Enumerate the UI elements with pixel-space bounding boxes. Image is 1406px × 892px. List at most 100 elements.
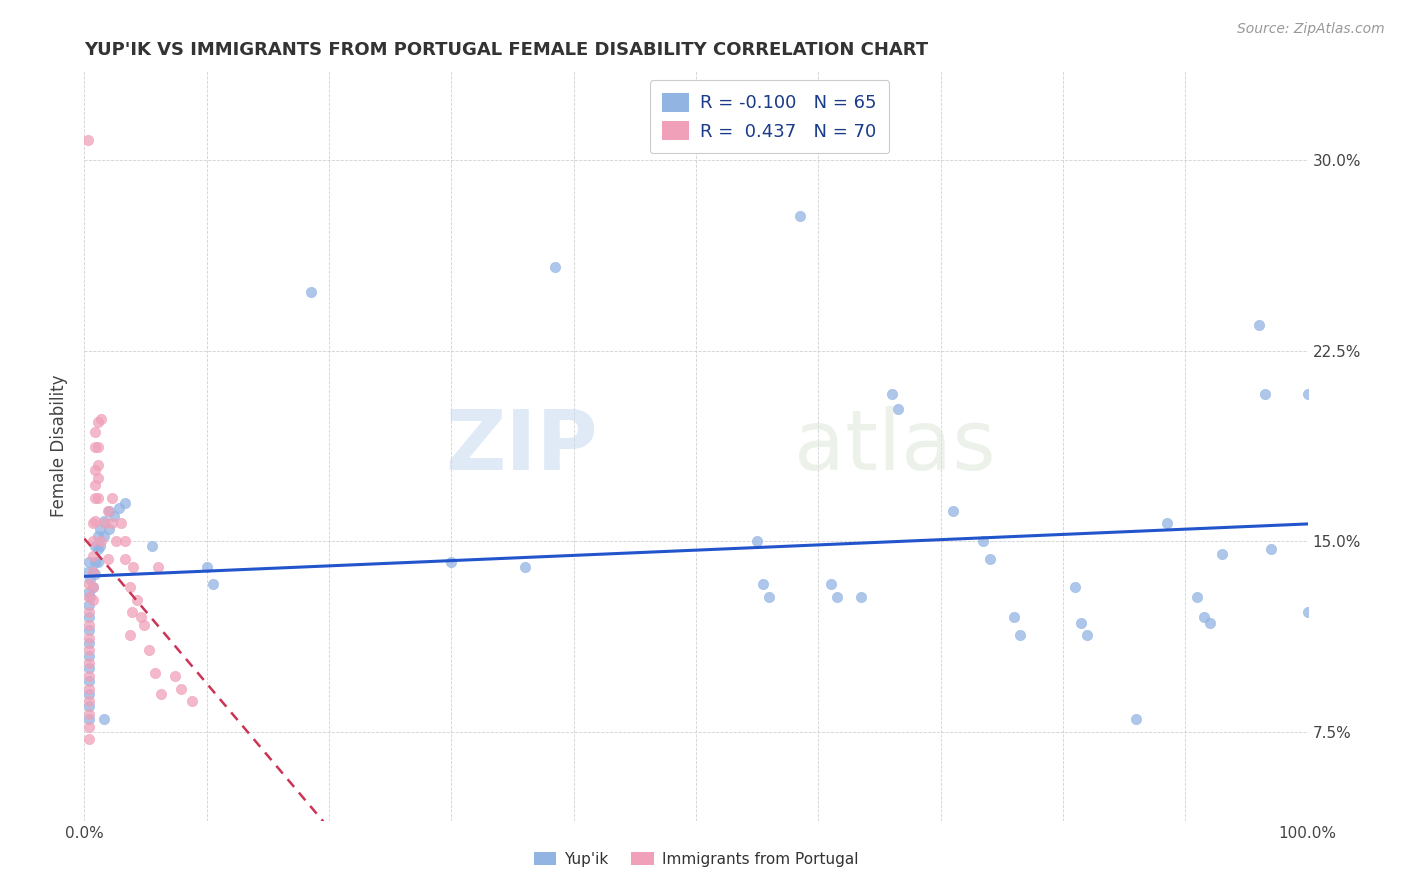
Point <box>747 534 769 549</box>
Y-axis label: Female Disability: Female Disability <box>51 375 69 517</box>
Point <box>77 555 100 569</box>
Point <box>979 552 1001 566</box>
Point <box>825 590 848 604</box>
Point <box>77 610 100 624</box>
Point <box>942 504 965 518</box>
Point <box>79 590 101 604</box>
Point <box>114 552 136 566</box>
Point <box>513 559 536 574</box>
Point <box>122 559 145 574</box>
Point <box>77 706 100 721</box>
Point <box>82 565 104 579</box>
Point <box>1070 615 1092 630</box>
Point <box>181 694 204 708</box>
Point <box>82 580 104 594</box>
Text: Source: ZipAtlas.com: Source: ZipAtlas.com <box>1237 22 1385 37</box>
Point <box>138 643 160 657</box>
Point <box>114 496 136 510</box>
Point <box>146 559 169 574</box>
Point <box>77 681 100 696</box>
Point <box>150 687 173 701</box>
Point <box>101 516 124 531</box>
Point <box>1125 712 1147 726</box>
Legend: Yup'ik, Immigrants from Portugal: Yup'ik, Immigrants from Portugal <box>527 846 865 873</box>
Point <box>84 567 107 582</box>
Point <box>82 534 104 549</box>
Point <box>121 606 143 620</box>
Point <box>77 618 100 632</box>
Point <box>84 478 107 492</box>
Point <box>77 636 100 650</box>
Point <box>77 712 100 726</box>
Point <box>77 673 100 688</box>
Point <box>143 666 166 681</box>
Point <box>84 555 107 569</box>
Point <box>77 585 100 599</box>
Point <box>90 534 112 549</box>
Point <box>77 656 100 670</box>
Point <box>77 669 100 683</box>
Point <box>105 534 128 549</box>
Point <box>880 387 903 401</box>
Point <box>87 555 110 569</box>
Point <box>84 425 107 439</box>
Point <box>87 541 110 556</box>
Point <box>849 590 872 604</box>
Point <box>87 415 110 429</box>
Text: atlas: atlas <box>794 406 995 486</box>
Point <box>1064 580 1087 594</box>
Point <box>77 590 100 604</box>
Point <box>97 552 120 566</box>
Point <box>1198 615 1220 630</box>
Point <box>1247 318 1270 333</box>
Point <box>82 565 104 579</box>
Point <box>1076 628 1098 642</box>
Point <box>1002 610 1025 624</box>
Point <box>77 577 100 591</box>
Text: ZIP: ZIP <box>446 406 598 486</box>
Point <box>93 529 115 543</box>
Point <box>1260 541 1282 556</box>
Point <box>82 592 104 607</box>
Point <box>141 539 163 553</box>
Point <box>89 522 111 536</box>
Point <box>89 539 111 553</box>
Point <box>77 565 100 579</box>
Point <box>77 606 100 620</box>
Point <box>84 440 107 454</box>
Point <box>201 577 224 591</box>
Point <box>1296 606 1319 620</box>
Point <box>77 598 100 612</box>
Point <box>77 631 100 645</box>
Point <box>887 402 910 417</box>
Point <box>90 412 112 426</box>
Point <box>170 681 193 696</box>
Point <box>79 572 101 586</box>
Point <box>84 491 107 505</box>
Point <box>77 720 100 734</box>
Point <box>94 516 117 531</box>
Point <box>77 623 100 637</box>
Point <box>77 694 100 708</box>
Point <box>134 618 156 632</box>
Point <box>440 555 463 569</box>
Point <box>87 471 110 485</box>
Point <box>163 669 186 683</box>
Point <box>93 712 115 726</box>
Point <box>97 504 120 518</box>
Text: YUP'IK VS IMMIGRANTS FROM PORTUGAL FEMALE DISABILITY CORRELATION CHART: YUP'IK VS IMMIGRANTS FROM PORTUGAL FEMAL… <box>84 41 928 59</box>
Point <box>820 577 842 591</box>
Point <box>752 577 775 591</box>
Point <box>129 610 152 624</box>
Point <box>77 732 100 747</box>
Point <box>77 648 100 663</box>
Point <box>1254 387 1277 401</box>
Point <box>97 504 120 518</box>
Point <box>82 516 104 531</box>
Point <box>87 440 110 454</box>
Point <box>125 592 148 607</box>
Point <box>97 522 120 536</box>
Point <box>84 539 107 553</box>
Point <box>93 514 115 528</box>
Point <box>87 491 110 505</box>
